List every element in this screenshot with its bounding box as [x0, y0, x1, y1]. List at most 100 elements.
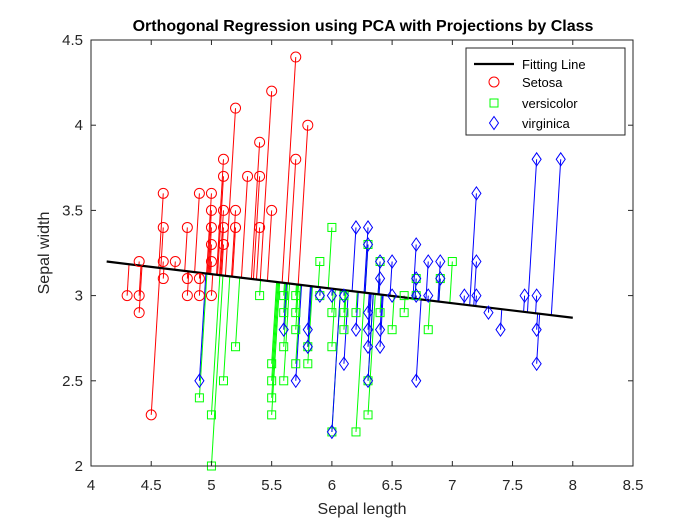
data-point	[362, 220, 374, 235]
projection-line	[364, 244, 369, 293]
x-tick-label: 4	[87, 477, 95, 494]
x-tick-label: 8.5	[623, 477, 644, 494]
projection-line	[536, 313, 541, 364]
data-point	[302, 339, 313, 355]
projection-line	[523, 295, 526, 312]
data-point	[435, 271, 446, 286]
data-point	[157, 221, 169, 233]
data-point	[339, 325, 349, 335]
data-point	[279, 308, 289, 318]
data-point	[387, 288, 398, 303]
data-point	[230, 102, 242, 114]
x-tick-label: 7	[448, 477, 456, 494]
projection-line	[367, 293, 374, 381]
projection-line	[367, 293, 376, 415]
projection-line	[216, 159, 224, 275]
data-point	[423, 288, 434, 303]
data-point	[217, 238, 229, 250]
chart-title: Orthogonal Regression using PCA with Pro…	[133, 18, 594, 35]
data-point	[375, 308, 385, 318]
axis-ticks: 4 4.5 5 5.5 6 6.5 7 7.5 8 8.5 2 2.5 3 3.5 4 4.5	[62, 32, 643, 494]
data-point	[471, 185, 482, 201]
legend-square-marker	[489, 98, 499, 108]
data-point	[555, 151, 566, 167]
data-point	[267, 393, 277, 403]
data-point	[314, 288, 325, 303]
data-point	[350, 322, 362, 338]
data-point	[326, 424, 337, 440]
projection-line	[526, 159, 538, 313]
projection-line	[295, 284, 299, 330]
data-point	[423, 254, 434, 269]
data-point	[194, 393, 204, 403]
data-point	[157, 187, 169, 199]
data-point	[181, 221, 193, 233]
data-point	[279, 342, 289, 352]
data-point	[291, 325, 301, 335]
projection-line	[500, 309, 503, 330]
x-tick-label: 6.5	[382, 477, 403, 494]
data-point	[205, 221, 217, 233]
y-tick-label: 2.5	[62, 373, 83, 390]
data-point	[133, 307, 145, 319]
data-point	[255, 291, 265, 301]
projection-line	[219, 210, 224, 276]
data-point	[339, 308, 349, 318]
projection-line	[414, 278, 417, 299]
data-point	[157, 273, 169, 285]
legend-label: virginica	[522, 116, 570, 131]
data-point	[315, 257, 325, 267]
projection-line	[252, 176, 261, 280]
data-point	[411, 373, 422, 389]
legend-label: Fitting Line	[522, 57, 586, 72]
projection-line	[240, 176, 249, 278]
data-point	[471, 288, 482, 303]
data-point	[254, 170, 266, 182]
projection-line	[535, 295, 538, 314]
fitting-line	[106, 260, 573, 319]
projection-line	[307, 286, 312, 347]
data-point	[374, 254, 386, 269]
data-point	[327, 222, 337, 232]
y-tick-label: 4.5	[62, 32, 83, 49]
projection-line	[295, 284, 298, 313]
data-point	[362, 339, 374, 355]
legend-box	[465, 47, 626, 136]
data-point	[362, 373, 374, 389]
data-point	[145, 409, 157, 421]
data-point	[206, 410, 216, 420]
data-point	[399, 291, 409, 301]
projection-line	[283, 283, 286, 313]
data-point	[351, 308, 361, 318]
projection-line	[343, 290, 347, 330]
data-point	[230, 204, 242, 216]
data-point	[362, 322, 374, 338]
projection-line	[297, 125, 309, 285]
projection-line	[231, 210, 237, 277]
projection-line	[391, 296, 395, 330]
projection-line	[463, 295, 465, 305]
data-point	[471, 254, 482, 269]
data-point	[327, 308, 337, 318]
projection-line	[222, 276, 231, 381]
data-point	[411, 271, 422, 286]
data-point	[267, 359, 277, 369]
projection-line	[355, 291, 358, 313]
projection-line	[158, 193, 164, 268]
projection-line	[412, 244, 417, 299]
data-point	[266, 85, 278, 97]
y-tick-label: 3	[75, 288, 83, 305]
data-point	[338, 288, 350, 303]
projection-line	[250, 142, 261, 280]
projection-line	[536, 313, 539, 330]
data-point	[205, 290, 217, 302]
projection-line	[271, 281, 278, 364]
projection-line	[331, 289, 341, 432]
projection-line	[287, 159, 297, 284]
data-point	[217, 204, 229, 216]
projection-line	[295, 284, 297, 296]
legend: Fitting Line Setosa versicolor virginica	[465, 47, 626, 136]
projection-line	[295, 284, 303, 381]
data-point	[169, 256, 181, 268]
